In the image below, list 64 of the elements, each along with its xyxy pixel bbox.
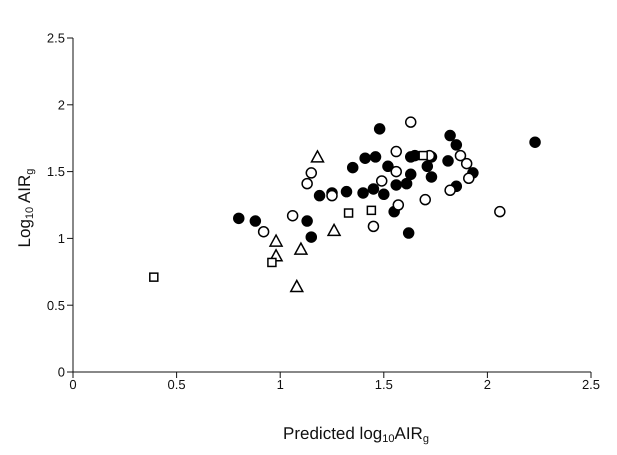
point <box>418 150 428 160</box>
point <box>460 158 472 170</box>
point <box>392 199 404 211</box>
point <box>149 272 159 282</box>
point <box>267 258 277 268</box>
y-tick-label: 0 <box>58 364 65 380</box>
point <box>376 175 388 187</box>
point <box>368 220 380 232</box>
point <box>314 190 326 202</box>
point <box>306 231 318 243</box>
point <box>310 150 324 163</box>
point <box>463 172 474 184</box>
point <box>378 188 390 200</box>
point <box>258 226 270 238</box>
point <box>419 194 431 206</box>
point <box>390 179 402 191</box>
point <box>444 130 456 142</box>
point <box>326 190 338 202</box>
point <box>250 215 262 227</box>
point <box>374 123 386 135</box>
y-tick-label: 2 <box>58 97 65 112</box>
point <box>269 234 283 247</box>
point <box>529 136 541 148</box>
y-tick-label: 0.5 <box>46 298 65 313</box>
y-tick-label: 1.5 <box>46 164 65 180</box>
y-tick-label: 2.5 <box>46 30 65 46</box>
point <box>442 155 454 167</box>
point <box>340 186 352 198</box>
point <box>366 206 376 216</box>
point <box>290 280 304 292</box>
point <box>422 160 434 172</box>
point <box>382 160 394 172</box>
point <box>306 167 318 179</box>
x-tick-label: 0.5 <box>168 377 186 392</box>
x-tick-label: 1.5 <box>374 377 393 392</box>
point <box>402 227 414 239</box>
x-tick-label: 2 <box>484 377 492 392</box>
point <box>370 151 382 163</box>
point <box>294 242 308 255</box>
y-tick-label: 1 <box>58 231 65 246</box>
x-tick-label: 2.5 <box>582 377 600 392</box>
point <box>454 150 466 162</box>
point <box>301 178 313 190</box>
point <box>390 166 402 178</box>
point <box>494 206 506 218</box>
point <box>301 215 313 227</box>
point <box>327 224 341 236</box>
x-tick-label: 0 <box>69 377 77 392</box>
point <box>444 184 456 196</box>
point <box>400 178 412 190</box>
point <box>450 139 462 151</box>
point <box>359 152 371 164</box>
point <box>346 162 358 174</box>
x-tick-label: 1 <box>276 377 284 392</box>
point <box>357 187 369 199</box>
point <box>404 168 416 180</box>
point <box>404 116 416 128</box>
point <box>368 183 380 195</box>
point <box>390 146 402 158</box>
point <box>344 208 354 218</box>
point <box>233 212 245 224</box>
point <box>426 171 438 183</box>
point <box>286 210 298 222</box>
x-axis-title: Predicted log$_{10}$AIR$_{g}$ <box>283 424 429 445</box>
